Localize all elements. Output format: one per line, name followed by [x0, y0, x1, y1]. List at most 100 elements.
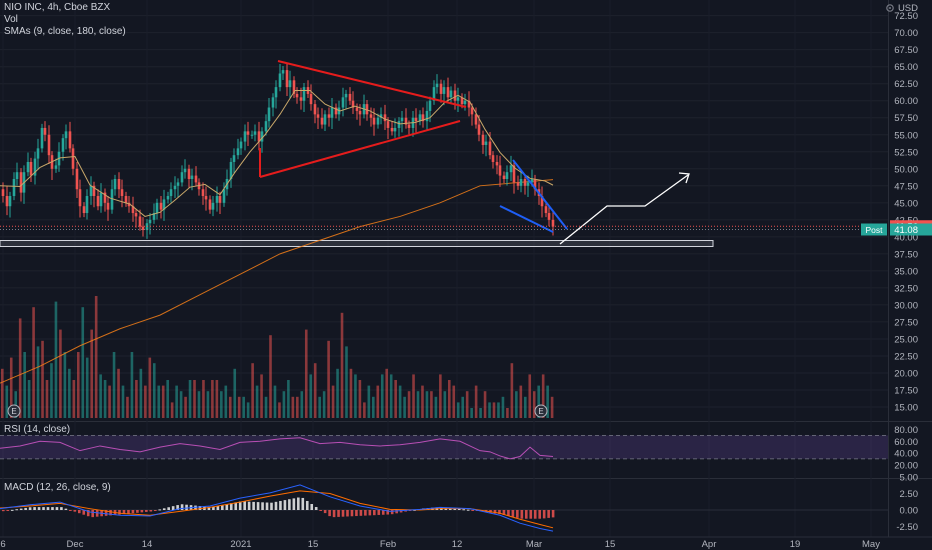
candle-body	[425, 110, 429, 122]
candle-body	[33, 158, 37, 176]
candle-body	[439, 83, 443, 94]
price-tick-label: 27.50	[894, 317, 918, 328]
wedge-upper-line	[512, 159, 568, 230]
volume-bar	[14, 391, 18, 418]
time-tick-label: Apr	[702, 539, 717, 550]
macd-histogram-bar	[225, 504, 229, 510]
settings-icon[interactable]	[885, 3, 895, 13]
macd-histogram-bar	[28, 507, 32, 510]
volume-bar	[278, 402, 281, 418]
volume-bar	[224, 385, 228, 418]
candle-body	[330, 107, 334, 118]
time-tick-label: 12	[452, 539, 463, 550]
macd-histogram-bar	[140, 510, 144, 513]
price-tick-label: 60.00	[894, 96, 918, 107]
volume-bar	[5, 385, 9, 418]
candle-body	[19, 172, 23, 193]
macd-histogram-bar	[332, 510, 336, 518]
price-tick-label: 20.00	[894, 368, 918, 379]
macd-histogram-bar	[301, 497, 305, 510]
volume-bar	[50, 363, 53, 418]
candle-body	[418, 114, 422, 122]
macd-histogram-bar	[158, 509, 162, 511]
candle-body	[540, 196, 544, 207]
candle-body	[470, 107, 474, 115]
price-axis-border	[888, 0, 889, 537]
candle-body	[495, 161, 499, 166]
candle-body	[201, 189, 205, 197]
price-tick-label: 17.50	[894, 385, 918, 396]
volume-bar	[23, 352, 26, 418]
time-tick-label: 6	[0, 539, 5, 550]
volume-bar	[537, 385, 540, 418]
candle-body	[232, 155, 236, 162]
volume-bar	[85, 357, 89, 418]
price-tick-label: 37.50	[894, 249, 918, 260]
macd-histogram-bar	[373, 510, 376, 516]
volume-bar	[510, 363, 514, 418]
volume-bar	[287, 380, 290, 418]
macd-histogram-bar	[212, 506, 215, 510]
projection-path	[559, 174, 689, 245]
volume-bar	[389, 374, 393, 418]
candle-body	[110, 189, 114, 210]
candle-body	[285, 70, 289, 88]
macd-histogram-bar	[305, 500, 309, 510]
candle-body	[152, 213, 156, 220]
macd-histogram-bar	[350, 510, 354, 517]
volume-bar	[550, 396, 554, 418]
candle-body	[509, 165, 513, 173]
price-tick-label: 45.00	[894, 198, 918, 209]
candle-body	[264, 121, 268, 132]
volume-bar	[474, 385, 478, 418]
candle-body	[15, 172, 19, 179]
price-tick-label: 25.00	[894, 334, 918, 345]
price-tick-label: 30.00	[894, 300, 918, 311]
candle-body	[369, 114, 373, 118]
volume-bar	[59, 329, 62, 418]
candle-body	[71, 148, 75, 169]
candle-body	[26, 161, 30, 173]
price-tick-label: 55.00	[894, 130, 918, 141]
candle-body	[155, 202, 159, 214]
volume-bar	[506, 408, 509, 418]
candle-body	[407, 124, 411, 128]
candle-body	[127, 202, 131, 207]
volume-bar	[515, 391, 518, 418]
volume-bar	[161, 385, 165, 418]
candle-body	[432, 87, 436, 101]
volume-bar	[465, 391, 469, 418]
candle-body	[519, 178, 523, 186]
volume-bar	[246, 402, 250, 418]
candle-body	[260, 131, 264, 142]
candle-body	[229, 161, 233, 179]
post-label-badge	[861, 223, 887, 236]
candle-body	[477, 124, 481, 135]
candle-body	[358, 110, 362, 115]
candle-body	[502, 175, 506, 179]
sma-9-line	[0, 90, 554, 217]
macd-histogram-bar	[533, 510, 537, 519]
macd-histogram-bar	[404, 510, 407, 512]
volume-bar	[519, 385, 523, 418]
price-tick-label: 32.50	[894, 283, 918, 294]
volume-bar	[264, 396, 268, 418]
volume-bar	[175, 385, 178, 418]
volume-bar	[144, 385, 147, 418]
macd-histogram-bar	[55, 507, 59, 510]
candle-body	[355, 107, 359, 111]
macd-histogram-bar	[180, 504, 184, 510]
macd-histogram-bar	[247, 501, 251, 510]
volume-bar	[126, 396, 129, 418]
candle-body	[113, 178, 117, 190]
macd-histogram-bar	[153, 510, 157, 511]
macd-histogram-bar	[279, 500, 282, 510]
volume-bar	[461, 396, 465, 418]
macd-histogram-bar	[551, 510, 555, 518]
volume-bar	[251, 363, 254, 418]
volume-bar	[376, 385, 380, 418]
volume-bar	[237, 396, 241, 418]
price-tick-label: 70.00	[894, 28, 918, 39]
volume-bar	[215, 380, 219, 418]
